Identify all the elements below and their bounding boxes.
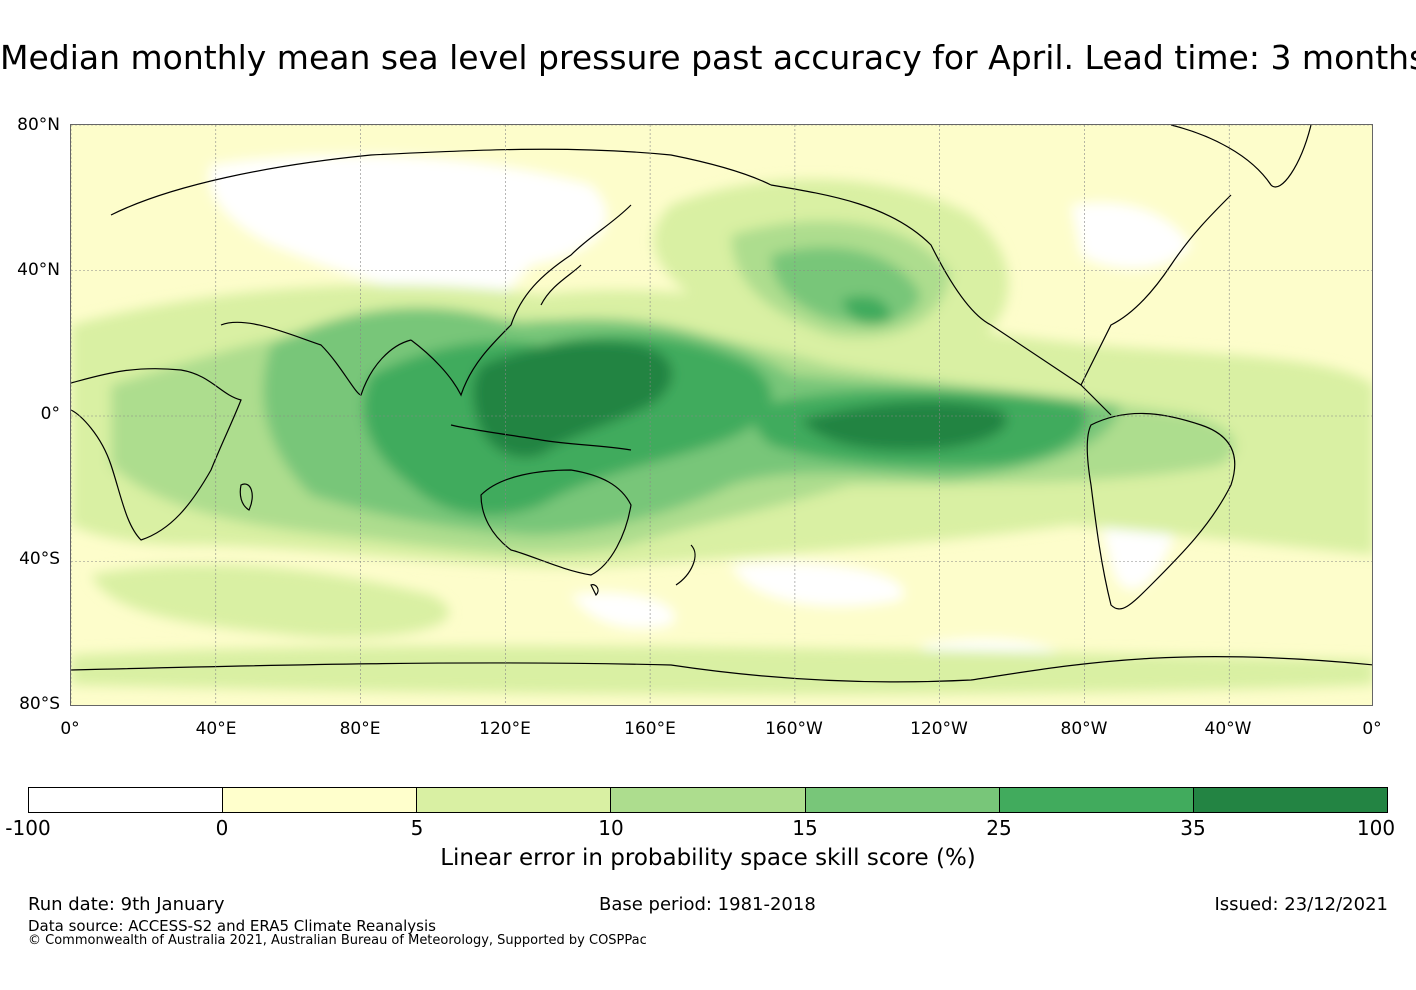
colorbar-segment-6 <box>998 788 1193 812</box>
coast-indonesia <box>450 424 632 451</box>
coast-north-america <box>770 184 1232 386</box>
colorbar-tick-25: 25 <box>986 816 1012 840</box>
coast-central-america <box>1080 384 1112 416</box>
lon-label-40w: 40°W <box>1204 719 1252 739</box>
coastlines <box>71 125 1372 683</box>
colorbar-tick-15: 15 <box>792 816 818 840</box>
run-date: Run date: 9th January <box>28 894 225 915</box>
graticule <box>71 125 1372 705</box>
coast-antarctica <box>71 656 1372 683</box>
coast-greenland <box>1170 125 1312 188</box>
skill-5-10-antarctic-band <box>71 645 1372 695</box>
colorbar-segment-4 <box>610 788 805 812</box>
coast-eurasia-north <box>110 148 772 216</box>
lon-label-120w: 120°W <box>910 719 968 739</box>
colorbar-tick-neg100: -100 <box>5 816 51 840</box>
low-skill-north-atlantic <box>1071 202 1191 269</box>
colorbar <box>28 787 1388 813</box>
data-source: Data source: ACCESS-S2 and ERA5 Climate … <box>28 917 436 935</box>
lon-label-40e: 40°E <box>195 719 237 739</box>
lon-label-0: 0° <box>60 719 80 739</box>
lon-label-160w: 160°W <box>765 719 823 739</box>
colorbar-tick-0: 0 <box>215 816 229 840</box>
copyright: © Commonwealth of Australia 2021, Austra… <box>28 933 647 948</box>
colorbar-segment-1 <box>29 788 223 812</box>
skill-35-100-east-pacific <box>801 401 1008 451</box>
coast-southeast-asia <box>410 204 632 397</box>
lon-label-80e: 80°E <box>339 719 381 739</box>
coast-japan <box>540 264 582 306</box>
base-period: Base period: 1981-2018 <box>599 894 816 915</box>
lat-label-80s: 80°S <box>19 694 60 714</box>
colorbar-segment-3 <box>416 788 611 812</box>
coast-arabia-india <box>220 321 412 396</box>
colorbar-label: Linear error in probability space skill … <box>440 845 976 871</box>
lon-label-120e: 120°E <box>479 719 531 739</box>
lat-label-40n: 40°N <box>17 260 60 280</box>
skill-map <box>70 124 1373 706</box>
coast-australia <box>480 469 632 576</box>
coast-south-america <box>1086 412 1236 610</box>
skill-5-10-south-ocean <box>91 564 450 638</box>
skill-field <box>71 154 1372 695</box>
map-canvas <box>71 125 1372 705</box>
lat-label-40s: 40°S <box>19 549 60 569</box>
coast-new-zealand <box>675 544 696 586</box>
lon-label-160e: 160°E <box>624 719 676 739</box>
low-skill-eurasia <box>209 154 608 312</box>
lon-label-0-end: 0° <box>1362 719 1382 739</box>
skill-35-100-warm-pool <box>472 341 673 458</box>
lon-label-80w: 80°W <box>1060 719 1108 739</box>
colorbar-tick-5: 5 <box>410 816 424 840</box>
lat-label-80n: 80°N <box>17 115 60 135</box>
colorbar-segment-7 <box>1192 788 1387 812</box>
colorbar-segment-5 <box>804 788 999 812</box>
low-skill-southern-ocean <box>571 592 675 629</box>
lat-label-0: 0° <box>40 404 60 424</box>
map-title: Median monthly mean sea level pressure p… <box>0 38 1416 77</box>
low-skill-southern-ocean-2 <box>731 562 904 607</box>
coast-tasmania <box>590 584 599 597</box>
colorbar-tick-100: 100 <box>1356 816 1396 840</box>
issued-date: Issued: 23/12/2021 <box>1214 894 1388 915</box>
colorbar-tick-35: 35 <box>1180 816 1206 840</box>
skill-25-35-north-pacific <box>841 296 891 325</box>
coast-africa <box>71 368 242 541</box>
colorbar-segment-2 <box>222 788 417 812</box>
colorbar-tick-10: 10 <box>598 816 624 840</box>
coast-madagascar <box>239 483 253 511</box>
